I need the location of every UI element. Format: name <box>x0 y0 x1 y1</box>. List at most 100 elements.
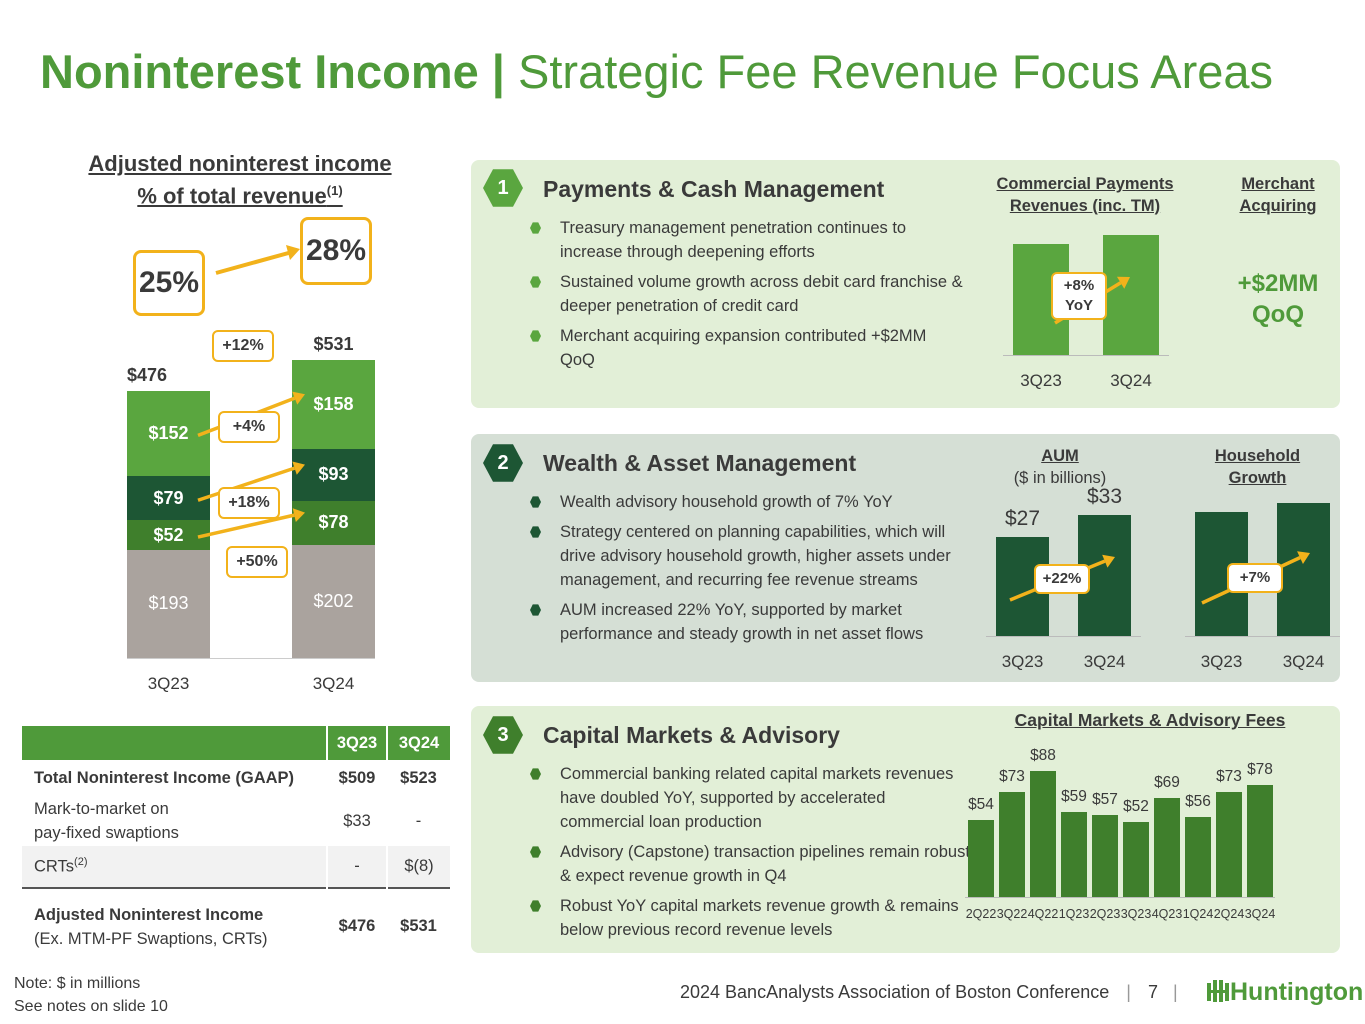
growth-arrow-head <box>292 391 305 405</box>
growth-badge: +22% <box>1034 564 1090 594</box>
row-label-text: CRTs <box>34 857 75 876</box>
bullet-item: Strategy centered on planning capabiliti… <box>530 520 975 592</box>
aum-title: AUM <box>1041 447 1079 465</box>
growth-badge: +12% <box>212 330 274 362</box>
footnote-ref: (2) <box>74 856 88 869</box>
stacked-segment: $93 <box>292 448 375 501</box>
bullet-text: Strategy centered on planning capabiliti… <box>560 523 951 589</box>
row-value-3q23: $33 <box>343 811 371 830</box>
growth-badge: +50% <box>226 546 288 578</box>
growth-arrow-head <box>292 508 305 522</box>
household-title-line1: Household <box>1214 447 1301 465</box>
bullet-hex-icon <box>530 330 541 342</box>
row-label-line2: (Ex. MTM-PF Swaptions, CRTs) <box>34 929 268 948</box>
bullet-item: Merchant acquiring expansion contributed… <box>530 324 965 372</box>
aum-chart-title: AUM ($ in billions) <box>990 445 1130 489</box>
household-title-line2: Growth <box>1228 469 1287 487</box>
stacked-segment: $193 <box>127 549 210 658</box>
left-chart-heading-line2-wrap: % of total revenue(1) <box>60 177 420 209</box>
x-axis-label: 3Q24 <box>1282 652 1325 671</box>
x-axis-label: 3Q23 <box>1020 371 1062 390</box>
bar-value-label: $73 <box>1216 768 1242 786</box>
row-label: Mark-to-market on pay-fixed swaptions <box>22 796 327 846</box>
bullet-text: Sustained volume growth across debit car… <box>560 273 963 315</box>
aum-chart: $27 3Q23 $33 3Q24 +22% <box>985 485 1145 675</box>
left-chart-heading-line1: Adjusted noninterest income <box>88 151 392 176</box>
bar <box>999 792 1025 897</box>
bullet-item: Advisory (Capstone) transaction pipeline… <box>530 840 970 888</box>
bar-value-label: $78 <box>1247 761 1273 779</box>
bullet-item: Commercial banking related capital marke… <box>530 762 970 834</box>
table-row: Adjusted Noninterest Income (Ex. MTM-PF S… <box>22 888 450 964</box>
pct-3q23: 25% <box>133 250 205 316</box>
growth-arrow-head <box>1297 551 1310 564</box>
bullet-item: Treasury management penetration continue… <box>530 216 965 264</box>
x-axis-label: 2Q22 <box>965 907 997 921</box>
row-value-3q23: - <box>326 846 387 888</box>
left-chart-heading-line2: % of total revenue <box>137 183 327 209</box>
bullet-item: Robust YoY capital markets revenue growt… <box>530 894 970 942</box>
bullet-text: Merchant acquiring expansion contributed… <box>560 327 927 369</box>
footer-divider: | <box>1173 982 1178 1002</box>
bar-value-label: $27 <box>1004 507 1041 530</box>
capital-markets-fees-chart: Capital Markets & Advisory Fees $54 2Q22 $7… <box>960 708 1330 930</box>
footer-page-number: 7 <box>1148 982 1159 1002</box>
growth-arrow <box>197 508 305 539</box>
merchant-title-line1: Merchant <box>1241 175 1315 193</box>
note-line1: Note: $ in millions <box>14 975 141 992</box>
bar <box>1247 785 1273 897</box>
logo-text: Huntington <box>1230 978 1364 1006</box>
bullet-hex-icon <box>530 222 541 234</box>
stacked-segment: $202 <box>292 544 375 658</box>
row-label-line2: pay-fixed swaptions <box>34 824 179 842</box>
panel-bullets: Wealth advisory household growth of 7% Y… <box>530 490 975 652</box>
table-row: Mark-to-market on pay-fixed swaptions $33… <box>22 796 450 846</box>
commercial-payments-chart-title: Commercial Payments Revenues (inc. TM) <box>980 173 1190 217</box>
bar <box>1103 235 1159 355</box>
row-value-3q24: $(8) <box>386 846 450 888</box>
baseline <box>127 658 375 659</box>
footer-conference: 2024 BancAnalysts Association of Boston … <box>680 982 1110 1002</box>
table-header-row: 3Q23 3Q24 <box>22 726 450 760</box>
capital-markets-chart-title: Capital Markets & Advisory Fees <box>1014 710 1286 730</box>
row-value-3q24: $523 <box>400 768 437 787</box>
bar-value-label: $57 <box>1092 791 1118 809</box>
huntington-logo: Huntington <box>1206 978 1363 1007</box>
huntington-logo-icon <box>1207 980 1229 1002</box>
growth-arrow-head <box>1102 554 1115 568</box>
x-axis-label: 3Q24 <box>312 674 355 693</box>
panel-title: Capital Markets & Advisory <box>543 722 840 748</box>
bar-value-label: $59 <box>1061 788 1087 806</box>
chart-title-line2: Revenues (inc. TM) <box>1009 197 1161 215</box>
bullet-hex-icon <box>530 846 541 858</box>
bullet-hex-icon <box>530 276 541 288</box>
bar-value-label: $52 <box>1123 798 1149 816</box>
stacked-segment: $79 <box>127 476 210 521</box>
bar <box>1030 770 1056 897</box>
chart-title-line1: Commercial Payments <box>996 175 1174 193</box>
yoy-badge-line2: YoY <box>1064 297 1094 314</box>
bar <box>1061 812 1087 897</box>
x-axis-label: 4Q22 <box>1027 907 1059 921</box>
row-label: CRTs(2) <box>22 846 327 888</box>
x-axis-label: 4Q23 <box>1151 907 1183 921</box>
pct-arrow <box>215 245 300 275</box>
bar-value-label: $33 <box>1086 485 1123 508</box>
x-axis-label: 3Q24 <box>1083 652 1126 671</box>
row-value-3q24: $531 <box>400 917 437 935</box>
x-axis-label: 3Q24 <box>1244 907 1276 921</box>
bar <box>1154 797 1180 897</box>
stacked-segment: $78 <box>292 500 375 545</box>
noninterest-table: 3Q23 3Q24 Total Noninterest Income (GAAP… <box>22 726 450 964</box>
panel-title: Payments & Cash Management <box>543 176 885 202</box>
row-label-line1: Mark-to-market on <box>34 800 169 818</box>
bar-value-label: $56 <box>1185 792 1211 810</box>
row-value-3q24: - <box>415 811 422 830</box>
stacked-segment: $152 <box>127 390 210 477</box>
panel-title: Wealth & Asset Management <box>543 450 857 476</box>
table-row: Total Noninterest Income (GAAP) $509 $52… <box>22 760 450 796</box>
bar <box>1185 816 1211 897</box>
bullet-text: Advisory (Capstone) transaction pipeline… <box>560 843 970 885</box>
table-header-3q24: 3Q24 <box>386 726 450 760</box>
bar <box>1277 503 1330 636</box>
